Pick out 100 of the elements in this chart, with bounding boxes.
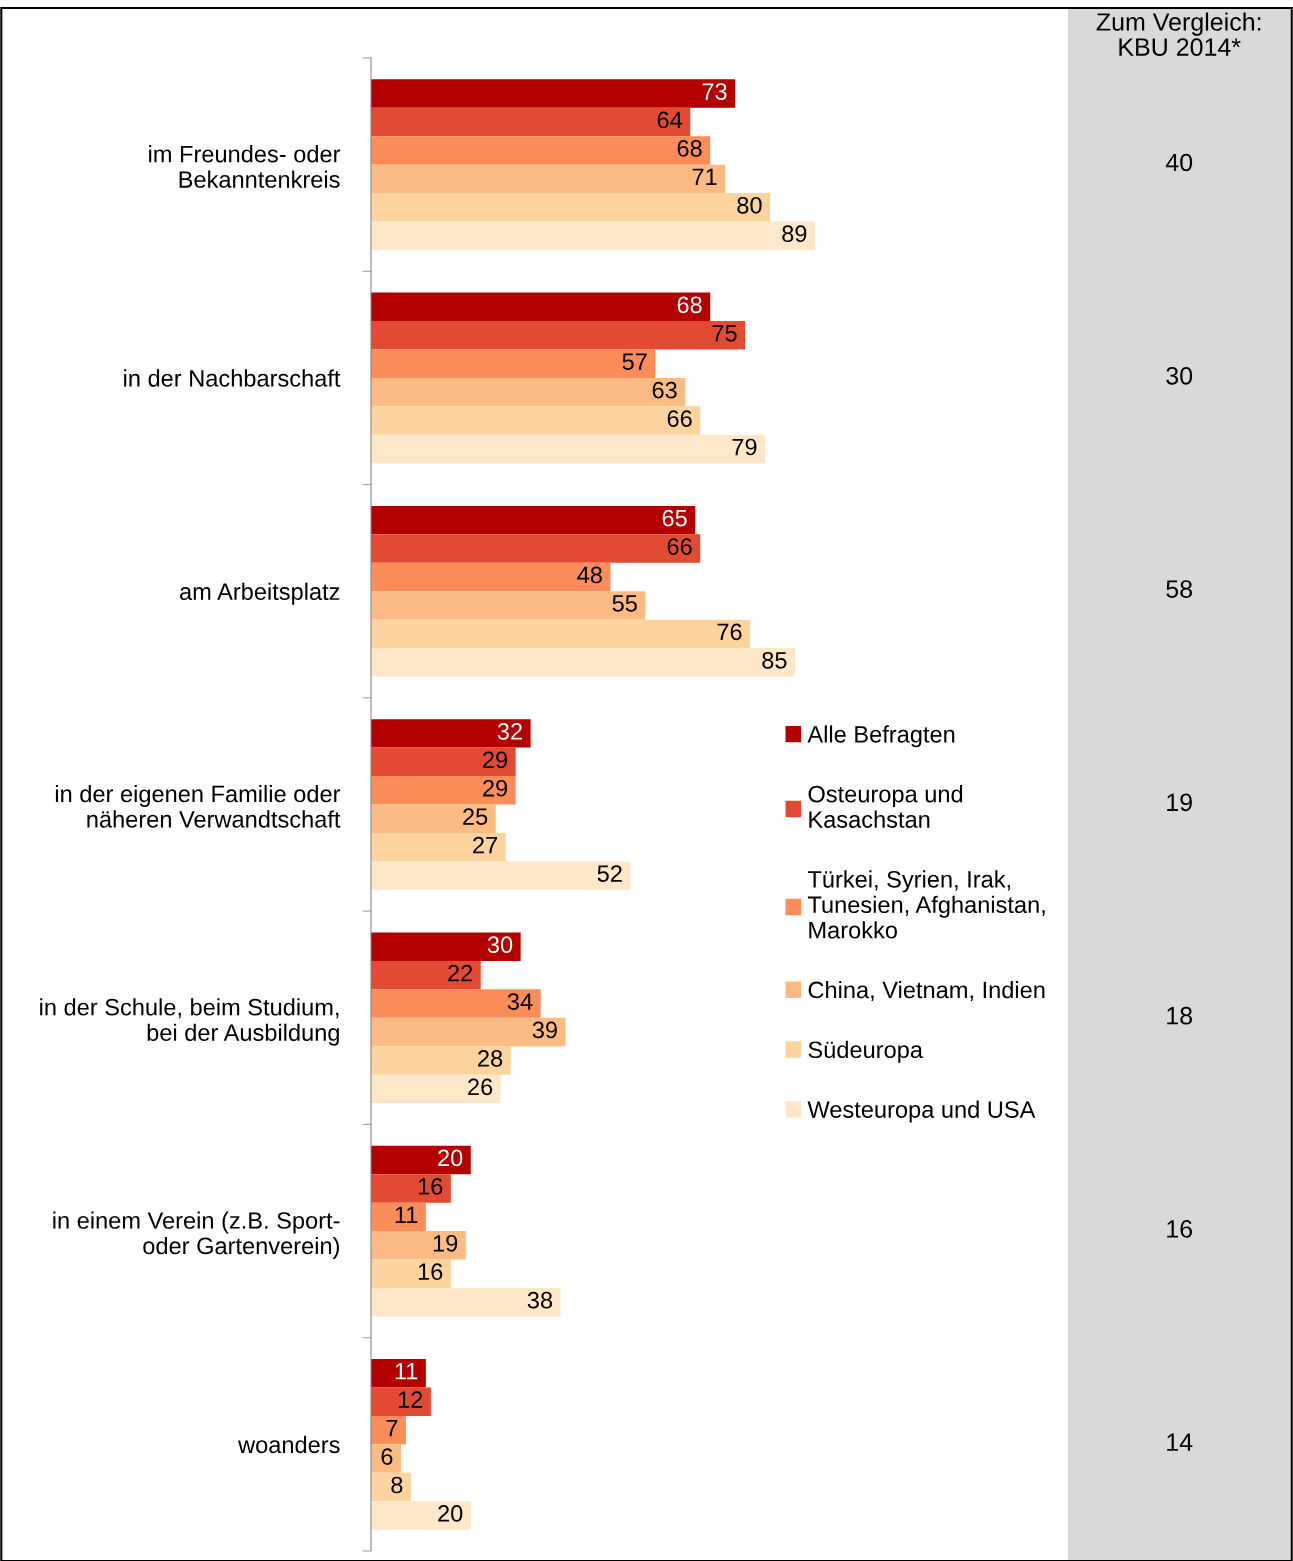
data-label: 19	[433, 1234, 458, 1252]
bar	[371, 107, 691, 137]
data-label: 29	[483, 751, 508, 769]
bar	[371, 534, 701, 563]
data-label: 11	[395, 1363, 418, 1380]
data-label: 16	[1167, 1220, 1193, 1238]
bar	[371, 1017, 566, 1047]
bar	[371, 79, 736, 108]
bar	[371, 719, 531, 748]
data-label: 89	[782, 225, 807, 243]
data-label: 55	[612, 595, 637, 612]
bar	[371, 776, 516, 805]
text: Zum Vergleich: KBU 2014*	[1096, 12, 1261, 56]
bar	[371, 1501, 471, 1530]
data-label: 7	[386, 1420, 398, 1437]
data-label: 38	[527, 1291, 553, 1309]
data-label: 29	[483, 779, 508, 797]
bar	[371, 221, 815, 250]
data-label: 58	[1166, 580, 1193, 598]
data-label: 26	[468, 1078, 493, 1096]
y-tick-label: im Freundes- oder Bekanntenkreis	[149, 145, 341, 188]
bar	[371, 1387, 431, 1416]
bar	[371, 1231, 466, 1260]
bar	[371, 1259, 451, 1288]
bar	[371, 1046, 511, 1075]
legend-label: Alle Befragten	[807, 725, 955, 748]
data-label: 30	[487, 936, 513, 954]
bar	[371, 1202, 426, 1232]
data-label: 76	[717, 623, 742, 641]
y-tick-label: in einem Verein (z.B. Sport- oder Gartenverein)	[53, 1211, 340, 1259]
data-label: 68	[677, 140, 702, 157]
data-label: 32	[497, 723, 522, 740]
bar	[371, 989, 541, 1018]
data-label: 79	[732, 438, 757, 456]
bar	[371, 164, 726, 194]
data-label: 73	[702, 83, 727, 100]
data-label: 6	[381, 1448, 393, 1465]
bar	[371, 1074, 501, 1104]
data-label: 18	[1167, 1006, 1193, 1025]
data-label: 75	[712, 325, 737, 342]
data-label: 8	[391, 1476, 403, 1494]
bar	[371, 832, 506, 862]
bar	[371, 136, 711, 165]
bar	[371, 932, 521, 961]
data-label: 22	[448, 964, 473, 982]
bar	[371, 406, 701, 435]
data-label: 25	[463, 808, 488, 826]
bar	[371, 861, 631, 890]
bar	[371, 648, 795, 677]
bar	[371, 505, 696, 535]
data-label: 48	[577, 566, 602, 584]
bar	[371, 1287, 561, 1317]
bar	[371, 1415, 406, 1445]
bar	[371, 591, 646, 620]
bar	[371, 377, 686, 407]
data-label: 65	[662, 509, 687, 527]
y-tick-label: in der Nachbarschaft	[124, 369, 341, 387]
data-label: 11	[395, 1206, 418, 1223]
bar	[371, 960, 481, 990]
y-tick-label: am Arbeitsplatz	[180, 582, 340, 605]
bar	[371, 747, 516, 777]
data-label: 12	[398, 1391, 423, 1408]
data-label: 16	[418, 1263, 443, 1281]
data-label: 16	[418, 1178, 443, 1195]
bar	[371, 434, 766, 464]
data-label: 57	[622, 353, 647, 371]
data-label: 30	[1166, 366, 1193, 385]
data-label: 71	[692, 168, 717, 185]
bar	[371, 321, 746, 350]
bar	[371, 1145, 471, 1175]
legend-label: Türkei, Syrien, Irak, Tunesien, Afghanistan, Marokko	[807, 870, 1045, 939]
data-label: 66	[667, 538, 692, 555]
data-label: 19	[1167, 793, 1192, 812]
bar	[371, 1174, 451, 1203]
data-label: 27	[473, 836, 498, 854]
data-label: 63	[652, 381, 677, 399]
data-label: 68	[677, 296, 702, 314]
legend-label: China, Vietnam, Indien	[808, 980, 1045, 1002]
y-tick-label: woanders	[238, 1435, 340, 1454]
y-tick-label: in der Schule, beim Studium, bei der Ausbildung	[40, 998, 339, 1046]
bar	[371, 349, 656, 378]
data-label: 66	[667, 410, 692, 427]
data-label: 80	[737, 196, 762, 214]
y-tick-label: in der eigenen Familie oder näheren Verwandtschaft	[55, 784, 341, 828]
legend-label: Westeuropa und USA	[807, 1100, 1036, 1123]
bar	[371, 804, 496, 833]
data-label: 39	[532, 1021, 557, 1039]
bar	[371, 562, 611, 592]
legend-label: Osteuropa und Kasachstan	[808, 785, 963, 828]
data-label: 20	[438, 1505, 463, 1522]
data-label: 34	[507, 993, 533, 1010]
legend-label: Südeuropa	[808, 1040, 923, 1063]
bar	[371, 1359, 426, 1388]
bar	[371, 292, 711, 322]
bar	[371, 619, 751, 649]
data-label: 14	[1167, 1433, 1193, 1451]
data-label: 85	[762, 651, 787, 669]
bar	[371, 193, 771, 222]
data-label: 64	[657, 111, 683, 129]
data-label: 28	[478, 1050, 503, 1067]
